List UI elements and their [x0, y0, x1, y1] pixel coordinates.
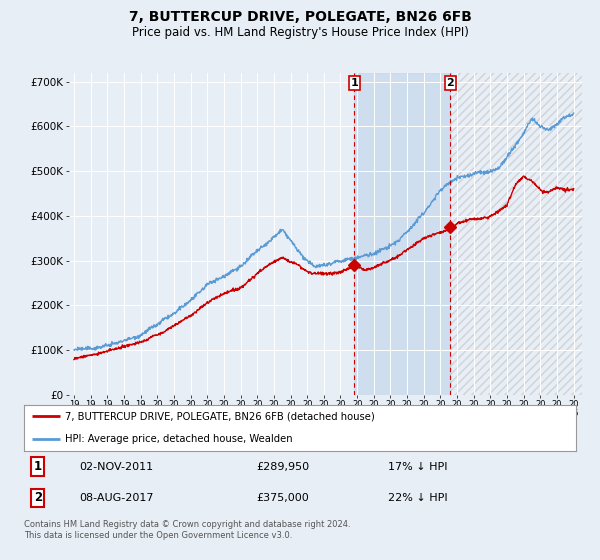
Text: 7, BUTTERCUP DRIVE, POLEGATE, BN26 6FB (detached house): 7, BUTTERCUP DRIVE, POLEGATE, BN26 6FB (… [65, 412, 375, 421]
Bar [451, 73, 582, 395]
Text: 17% ↓ HPI: 17% ↓ HPI [388, 461, 448, 472]
Text: 02-NOV-2011: 02-NOV-2011 [79, 461, 154, 472]
Text: £375,000: £375,000 [256, 493, 308, 503]
Text: 7, BUTTERCUP DRIVE, POLEGATE, BN26 6FB: 7, BUTTERCUP DRIVE, POLEGATE, BN26 6FB [128, 10, 472, 24]
Bar [355, 73, 451, 395]
Text: HPI: Average price, detached house, Wealden: HPI: Average price, detached house, Weal… [65, 435, 293, 444]
Text: 2: 2 [34, 491, 42, 504]
Text: 1: 1 [34, 460, 42, 473]
Text: 1: 1 [350, 78, 358, 87]
Text: 22% ↓ HPI: 22% ↓ HPI [388, 493, 448, 503]
Text: 08-AUG-2017: 08-AUG-2017 [79, 493, 154, 503]
Bar [451, 73, 582, 395]
Text: £289,950: £289,950 [256, 461, 309, 472]
Text: Contains HM Land Registry data © Crown copyright and database right 2024.
This d: Contains HM Land Registry data © Crown c… [24, 520, 350, 540]
Text: 2: 2 [446, 78, 454, 87]
Text: Price paid vs. HM Land Registry's House Price Index (HPI): Price paid vs. HM Land Registry's House … [131, 26, 469, 39]
